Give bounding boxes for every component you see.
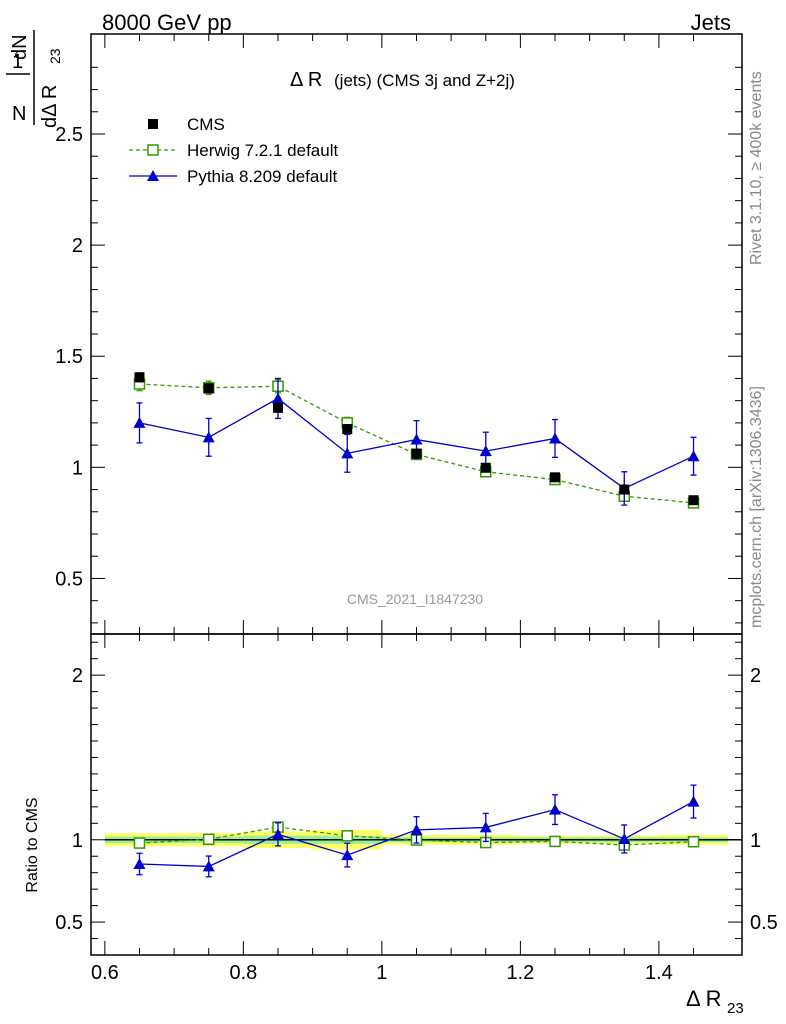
ylabel-dDeltaR: dΔ R [39, 85, 61, 128]
herwig-line [139, 383, 694, 504]
watermark: CMS_2021_I1847230 [347, 591, 483, 607]
cms-point [203, 383, 214, 394]
ratio-herwig-point [133, 837, 146, 849]
pythia-point [549, 432, 562, 444]
ratio-ytick-label: 0.5 [55, 912, 83, 934]
main-ytick-label: 2 [72, 235, 83, 257]
ratio-ytick-label-right: 1 [750, 830, 761, 852]
xlabel-text: Δ R [686, 986, 721, 1011]
legend-marker [147, 144, 159, 156]
main-title: Δ R (jets) (CMS 3j and Z+2j) [290, 69, 515, 91]
legend-label: CMS [187, 115, 225, 134]
cms-point [550, 472, 561, 483]
mcplots-label: mcplots.cern.ch [arXiv:1306.3436] [748, 386, 765, 628]
legend-marker [148, 119, 158, 129]
ratio-pythia-point [549, 803, 562, 815]
legend: CMS Herwig 7.2.1 default Pythia 8.209 defa… [129, 115, 338, 186]
ratio-pythia-point [271, 828, 284, 840]
ylabel-denominator-N: N [12, 103, 26, 125]
ylabel-subscript-23: 23 [47, 48, 63, 64]
xtick-label: 0.8 [229, 962, 257, 984]
xlabel-subscript: 23 [727, 1000, 744, 1017]
ratio-herwig-line [139, 826, 694, 846]
pythia-point [410, 433, 423, 445]
cms-point [272, 402, 283, 413]
legend-label: Herwig 7.2.1 default [187, 141, 338, 160]
main-ytick-label: 0.5 [55, 568, 83, 590]
legend-label: Pythia 8.209 default [187, 167, 338, 186]
rivet-label: Rivet 3.1.10, ≥ 400k events [748, 71, 765, 265]
ratio-ytick-label: 2 [72, 665, 83, 687]
ratio-pythia-point [202, 860, 215, 872]
cms-point [134, 372, 145, 383]
header-left: 8000 GeV pp [102, 10, 232, 35]
ratio-herwig-point [341, 830, 353, 842]
cms-point [411, 448, 422, 459]
pythia-point [687, 450, 700, 462]
pythia-point [271, 392, 284, 404]
ratio-plot-frame [90, 633, 743, 956]
main-ytick-label: 2.5 [55, 124, 83, 146]
main-ylabel: 1 N dN dΔ R 23 [6, 30, 63, 128]
cms-point [342, 424, 353, 435]
ratio-pythia-point [618, 832, 631, 844]
ratio-pythia-point [410, 823, 423, 835]
main-ytick-label: 1.5 [55, 346, 83, 368]
ratio-pythia-point [133, 857, 146, 869]
main-ytick-label: 1 [72, 457, 83, 479]
pythia-point [341, 447, 354, 459]
cms-point [480, 462, 491, 473]
axes: 0.5 1 1.5 2 2.5 0.5 0.5 1 1 2 2 0.6 0.8 1 1.2 1.4 [55, 33, 778, 984]
ratio-pythia-point [341, 849, 354, 861]
ratio-ytick-label-right: 2 [750, 665, 761, 687]
ratio-ylabel: Ratio to CMS [24, 797, 41, 892]
legend-marker [147, 170, 159, 181]
pythia-point [202, 431, 215, 443]
main-plot-content [133, 372, 700, 509]
ratio-ytick-label: 1 [72, 830, 83, 852]
header-right: Jets [691, 10, 731, 35]
ratio-herwig-point [202, 833, 215, 846]
ratio-ytick-label-right: 0.5 [750, 912, 778, 934]
xtick-label: 1.2 [506, 962, 534, 984]
ratio-pythia-point [687, 795, 700, 807]
xlabel: Δ R 23 [686, 986, 744, 1017]
title-rest: (jets) (CMS 3j and Z+2j) [334, 71, 515, 90]
xtick-label: 1.4 [645, 962, 673, 984]
title-deltaR: Δ R [290, 69, 322, 91]
xtick-label: 0.6 [91, 962, 119, 984]
pythia-point [479, 445, 492, 457]
ratio-plot-content [104, 784, 742, 878]
ratio-pythia-point [479, 821, 492, 833]
cms-point [619, 484, 630, 495]
ratio-herwig-point [687, 835, 700, 848]
ratio-herwig-point [549, 835, 561, 848]
xtick-label: 1 [376, 962, 387, 984]
ylabel-dN: dN [9, 34, 31, 60]
ylabel-numerator-1: 1 [12, 51, 23, 73]
cms-point [688, 495, 699, 506]
pythia-point [133, 416, 146, 428]
